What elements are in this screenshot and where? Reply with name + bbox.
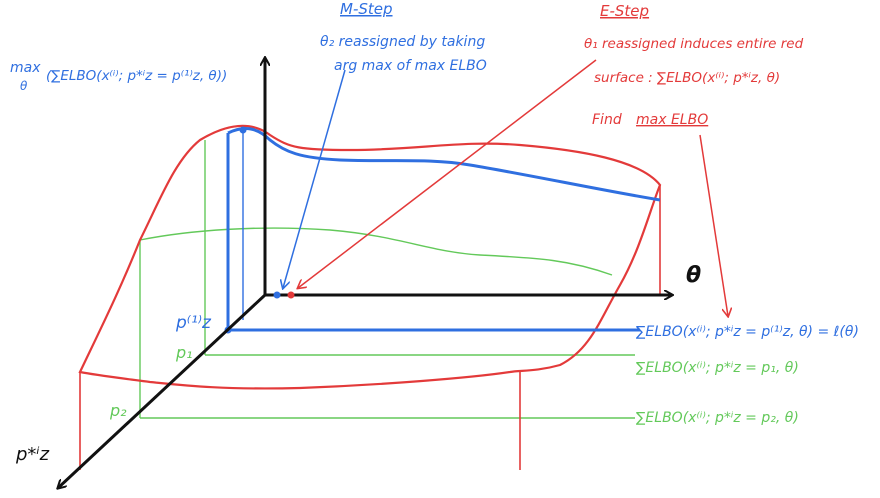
e-step-line1: θ₁ reassigned induces entire red xyxy=(584,36,804,52)
theta2-point xyxy=(273,291,281,299)
blue-max-point xyxy=(239,126,247,134)
green-slice-curve-back xyxy=(139,227,613,276)
right-formula-green2: ∑ELBO(x⁽ⁱ⁾; p*ⁱz = p₂, θ) xyxy=(636,410,799,426)
red-elbo-surface xyxy=(78,124,662,390)
max-elbo-arrow xyxy=(699,134,728,316)
right-formula-blue: ∑ELBO(x⁽ⁱ⁾; p*ⁱz = p⁽¹⁾z, θ) = ℓ(θ) xyxy=(636,324,859,340)
marker-p1: p₁ xyxy=(175,343,193,362)
m-step-arrow xyxy=(283,69,346,288)
m-step-line2: arg max of max ELBO xyxy=(334,58,487,74)
e-step-max-elbo: max ELBO xyxy=(636,112,708,128)
pz-axis xyxy=(58,293,267,488)
m-step-title: M-Step xyxy=(340,0,393,18)
marker-pz1: p⁽¹⁾z xyxy=(175,313,212,333)
right-formula-green1: ∑ELBO(x⁽ⁱ⁾; p*ⁱz = p₁, θ) xyxy=(636,360,799,376)
e-step-arrow xyxy=(298,59,597,288)
theta1-point xyxy=(287,291,295,299)
blue-likelihood-curve xyxy=(227,127,661,202)
top-formula-expr: (∑ELBO(x⁽ⁱ⁾; p*ⁱz = p⁽¹⁾z, θ)) xyxy=(46,68,227,84)
pz-axis-label: p*ⁱz xyxy=(15,444,50,465)
e-step-find: Find xyxy=(592,112,622,128)
marker-p2: p₂ xyxy=(109,401,127,420)
theta-axis-label: θ xyxy=(686,263,701,288)
top-formula-max: max xyxy=(10,60,41,76)
m-step-line1: θ₂ reassigned by taking xyxy=(320,34,485,50)
top-formula-theta: θ xyxy=(20,79,28,93)
e-step-line2: surface : ∑ELBO(x⁽ⁱ⁾; p*ⁱz, θ) xyxy=(594,70,780,86)
e-step-title: E-Step xyxy=(600,2,649,20)
